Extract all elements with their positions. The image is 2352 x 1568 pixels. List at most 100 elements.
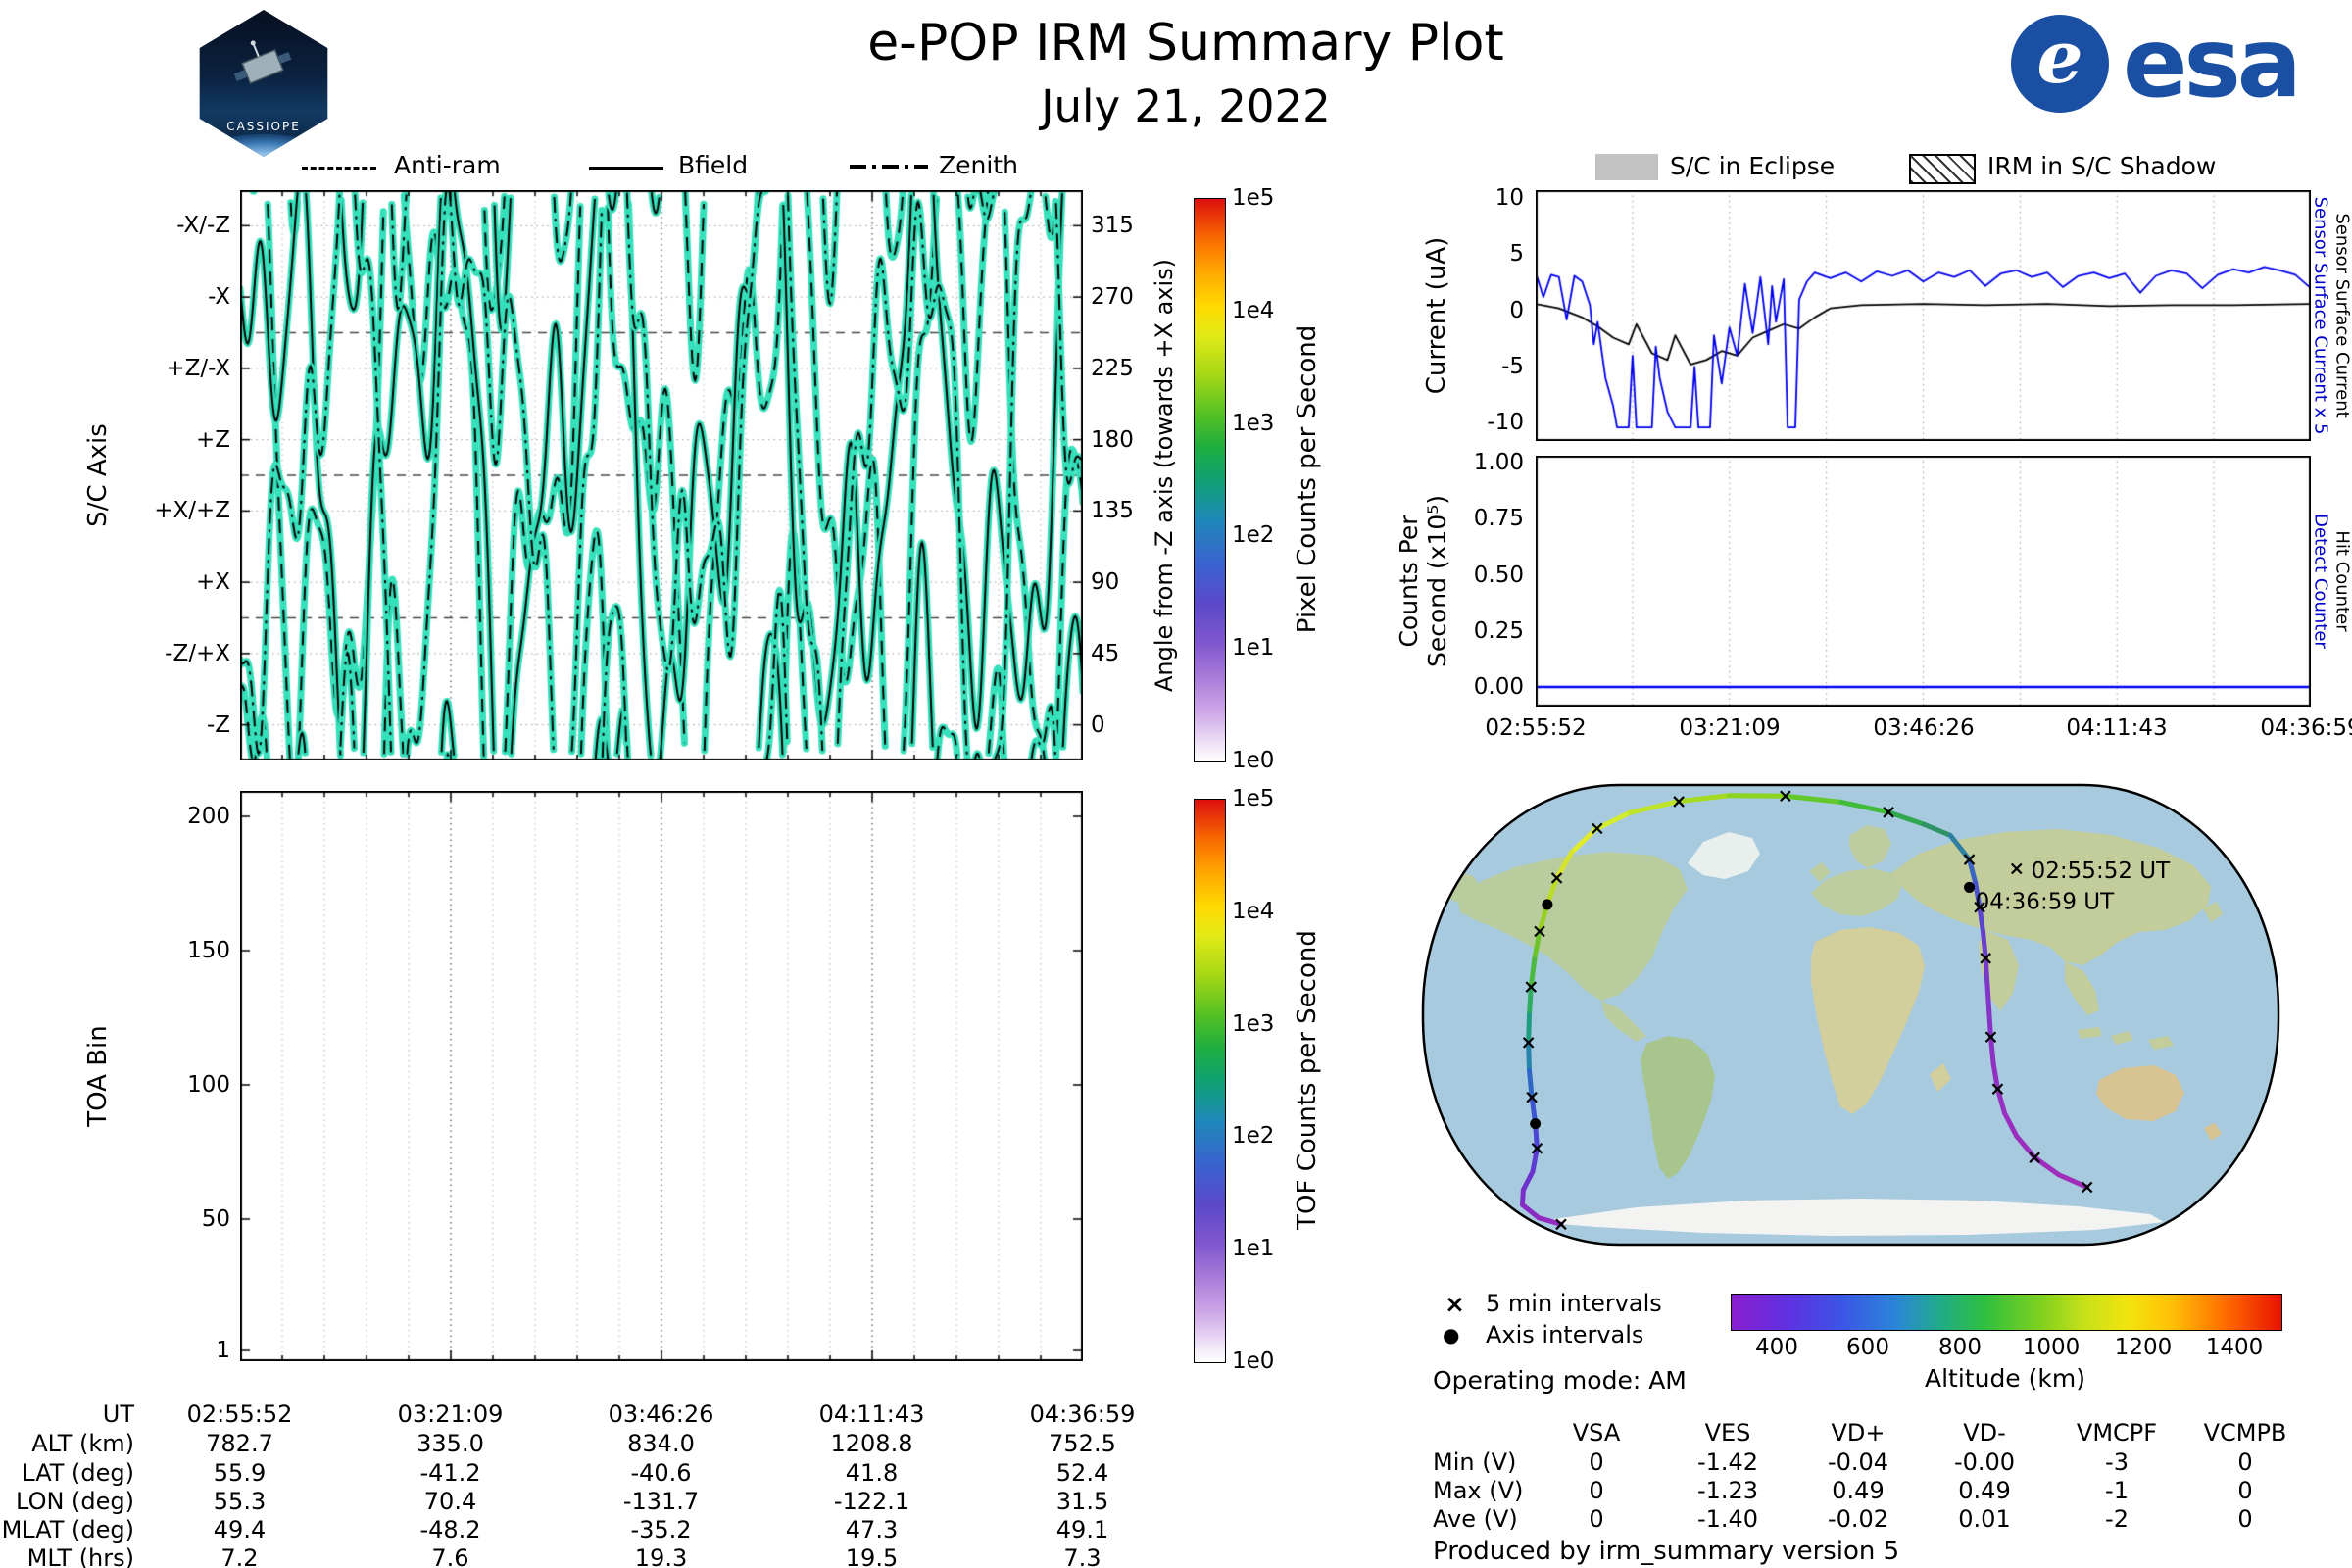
tick-label: 0.50 <box>1473 563 1524 588</box>
ground-track-segment <box>1994 1086 2007 1116</box>
sc-axis-plot <box>240 190 1083 760</box>
ephemeris-cell: -48.2 <box>419 1516 481 1544</box>
ground-track-segment <box>1519 1187 1526 1207</box>
ground-track-segment <box>1967 857 1979 886</box>
counts-right-label-blue: Detect Counter <box>2310 514 2331 649</box>
altitude-colorbar-title: Altitude (km) <box>1925 1364 2085 1393</box>
ground-track-segment <box>1526 1012 1533 1046</box>
tick-label: -Z <box>206 712 230 738</box>
ephemeris-cell: 04:11:43 <box>818 1400 925 1428</box>
ephemeris-cell: 752.5 <box>1049 1430 1116 1457</box>
five-min-x-marker-icon <box>1550 872 1563 884</box>
continent-new-zealand <box>2204 1123 2222 1141</box>
ground-track-map: 02:55:52 UT 04:36:59 UT <box>1421 783 2280 1247</box>
ground-track-segment <box>1986 1008 1993 1040</box>
ground-track-segment <box>1526 1040 1533 1073</box>
ground-track-segment <box>2001 1110 2020 1139</box>
tick-label: 0 <box>1509 298 1524 323</box>
current-ylabel: Current (uA) <box>1422 236 1451 395</box>
tick-label: 400 <box>1755 1335 1798 1360</box>
tick-label: 1400 <box>2205 1335 2264 1360</box>
pixel-counts-colorbar <box>1194 198 1226 762</box>
voltage-cell: 0 <box>1589 1477 1604 1504</box>
tick-label: -5 <box>1501 354 1524 379</box>
ground-track-segment <box>1527 984 1534 1017</box>
legend-bfield-line-icon <box>589 167 663 170</box>
tick-label: 600 <box>1846 1335 1889 1360</box>
tick-label: 1e2 <box>1232 1123 1275 1149</box>
tick-label: 50 <box>201 1206 230 1232</box>
ephemeris-row-label: UT <box>102 1400 134 1428</box>
tick-label: 800 <box>1938 1335 1982 1360</box>
map-legend-x-marker-icon: × <box>1445 1290 1465 1318</box>
tick-label: 1e0 <box>1232 748 1275 773</box>
continent-new-guinea <box>2148 1036 2174 1050</box>
voltage-cell: 0 <box>1589 1448 1604 1476</box>
track-time-annotation: 04:36:59 UT <box>1976 890 2115 915</box>
ground-track-segment <box>1921 821 1953 838</box>
tick-label: 1e4 <box>1232 899 1275 924</box>
tick-label: 180 <box>1091 427 1134 453</box>
current-right-label-black: Sensor Surface Current <box>2331 213 2352 418</box>
ground-track-segment <box>1527 1067 1535 1101</box>
tick-label: 45 <box>1091 641 1120 666</box>
continent-australia <box>2096 1065 2184 1121</box>
legend-zenith-line-icon <box>850 165 928 169</box>
tick-label: 03:21:09 <box>1679 715 1781 741</box>
ephemeris-cell: 834.0 <box>627 1430 695 1457</box>
tick-label: 90 <box>1091 569 1120 595</box>
ground-track-segment <box>1532 928 1543 962</box>
ephemeris-cell: 1208.8 <box>830 1430 913 1457</box>
ephemeris-cell: 49.4 <box>213 1516 267 1544</box>
voltage-header: VCMPB <box>2203 1419 2287 1446</box>
voltage-header: VMCPF <box>2076 1419 2158 1446</box>
tick-label: 10 <box>1494 185 1524 211</box>
ephemeris-row-label: MLT (hrs) <box>26 1544 134 1568</box>
tick-label: +Z/-X <box>166 356 230 381</box>
ground-track-segment <box>1981 929 1988 961</box>
ground-track-segment <box>1554 850 1574 881</box>
tick-label: 1e0 <box>1232 1348 1275 1374</box>
ground-track-segment <box>1568 826 1598 856</box>
patch-satellite-icon <box>233 40 292 84</box>
axis-interval-dot-icon <box>1530 1118 1542 1130</box>
ephemeris-cell: 19.3 <box>634 1544 688 1568</box>
ephemeris-row-label: MLAT (deg) <box>1 1516 134 1544</box>
tick-label: 150 <box>187 938 230 963</box>
ephemeris-cell: 7.2 <box>220 1544 259 1568</box>
ephemeris-cell: 47.3 <box>845 1516 899 1544</box>
tick-label: 100 <box>187 1072 230 1098</box>
ephemeris-cell: 52.4 <box>1055 1459 1109 1487</box>
voltage-cell: 0 <box>2237 1448 2253 1476</box>
ephemeris-cell: 335.0 <box>416 1430 484 1457</box>
map-land-group: 02:55:52 UT 04:36:59 UT <box>1431 790 2223 1236</box>
five-min-x-marker-icon <box>1984 1031 1997 1043</box>
map-legend-axis-label: Axis intervals <box>1486 1321 1644 1348</box>
ephemeris-cell: 41.8 <box>845 1459 899 1487</box>
tick-label: 1.00 <box>1473 450 1524 475</box>
tof-colorbar-title: TOF Counts per Second <box>1293 930 1322 1230</box>
continent-south-america <box>1641 1036 1715 1179</box>
ground-track-segment <box>1987 1034 1996 1066</box>
tick-label: 1e1 <box>1232 1236 1275 1261</box>
tick-label: 0.00 <box>1473 674 1524 700</box>
ephemeris-cell: 49.1 <box>1055 1516 1109 1544</box>
ephemeris-cell: 7.3 <box>1063 1544 1102 1568</box>
continent-central-america <box>1601 1001 1646 1042</box>
tick-label: +X/+Z <box>154 498 230 523</box>
map-border <box>1421 783 2280 1247</box>
tick-label: 200 <box>187 804 230 829</box>
voltage-header: VES <box>1704 1419 1751 1446</box>
voltage-cell: -1.23 <box>1696 1477 1759 1504</box>
voltage-cell: 0.01 <box>1958 1505 2011 1533</box>
counts-ylabel: Counts Per Second (x10⁵) <box>1395 495 1451 667</box>
ground-track-segment <box>2056 1172 2090 1190</box>
continent-antarctica <box>1546 1199 2164 1236</box>
ground-track-segment <box>1536 1215 1564 1227</box>
voltage-cell: 0.49 <box>1958 1477 2011 1504</box>
legend-antiram-label: Anti-ram <box>394 151 501 179</box>
tick-label: +Z <box>195 427 230 453</box>
five-min-x-marker-icon <box>1531 1142 1544 1154</box>
voltage-row-label: Ave (V) <box>1433 1505 1518 1533</box>
tick-label: 03:46:26 <box>1873 715 1975 741</box>
